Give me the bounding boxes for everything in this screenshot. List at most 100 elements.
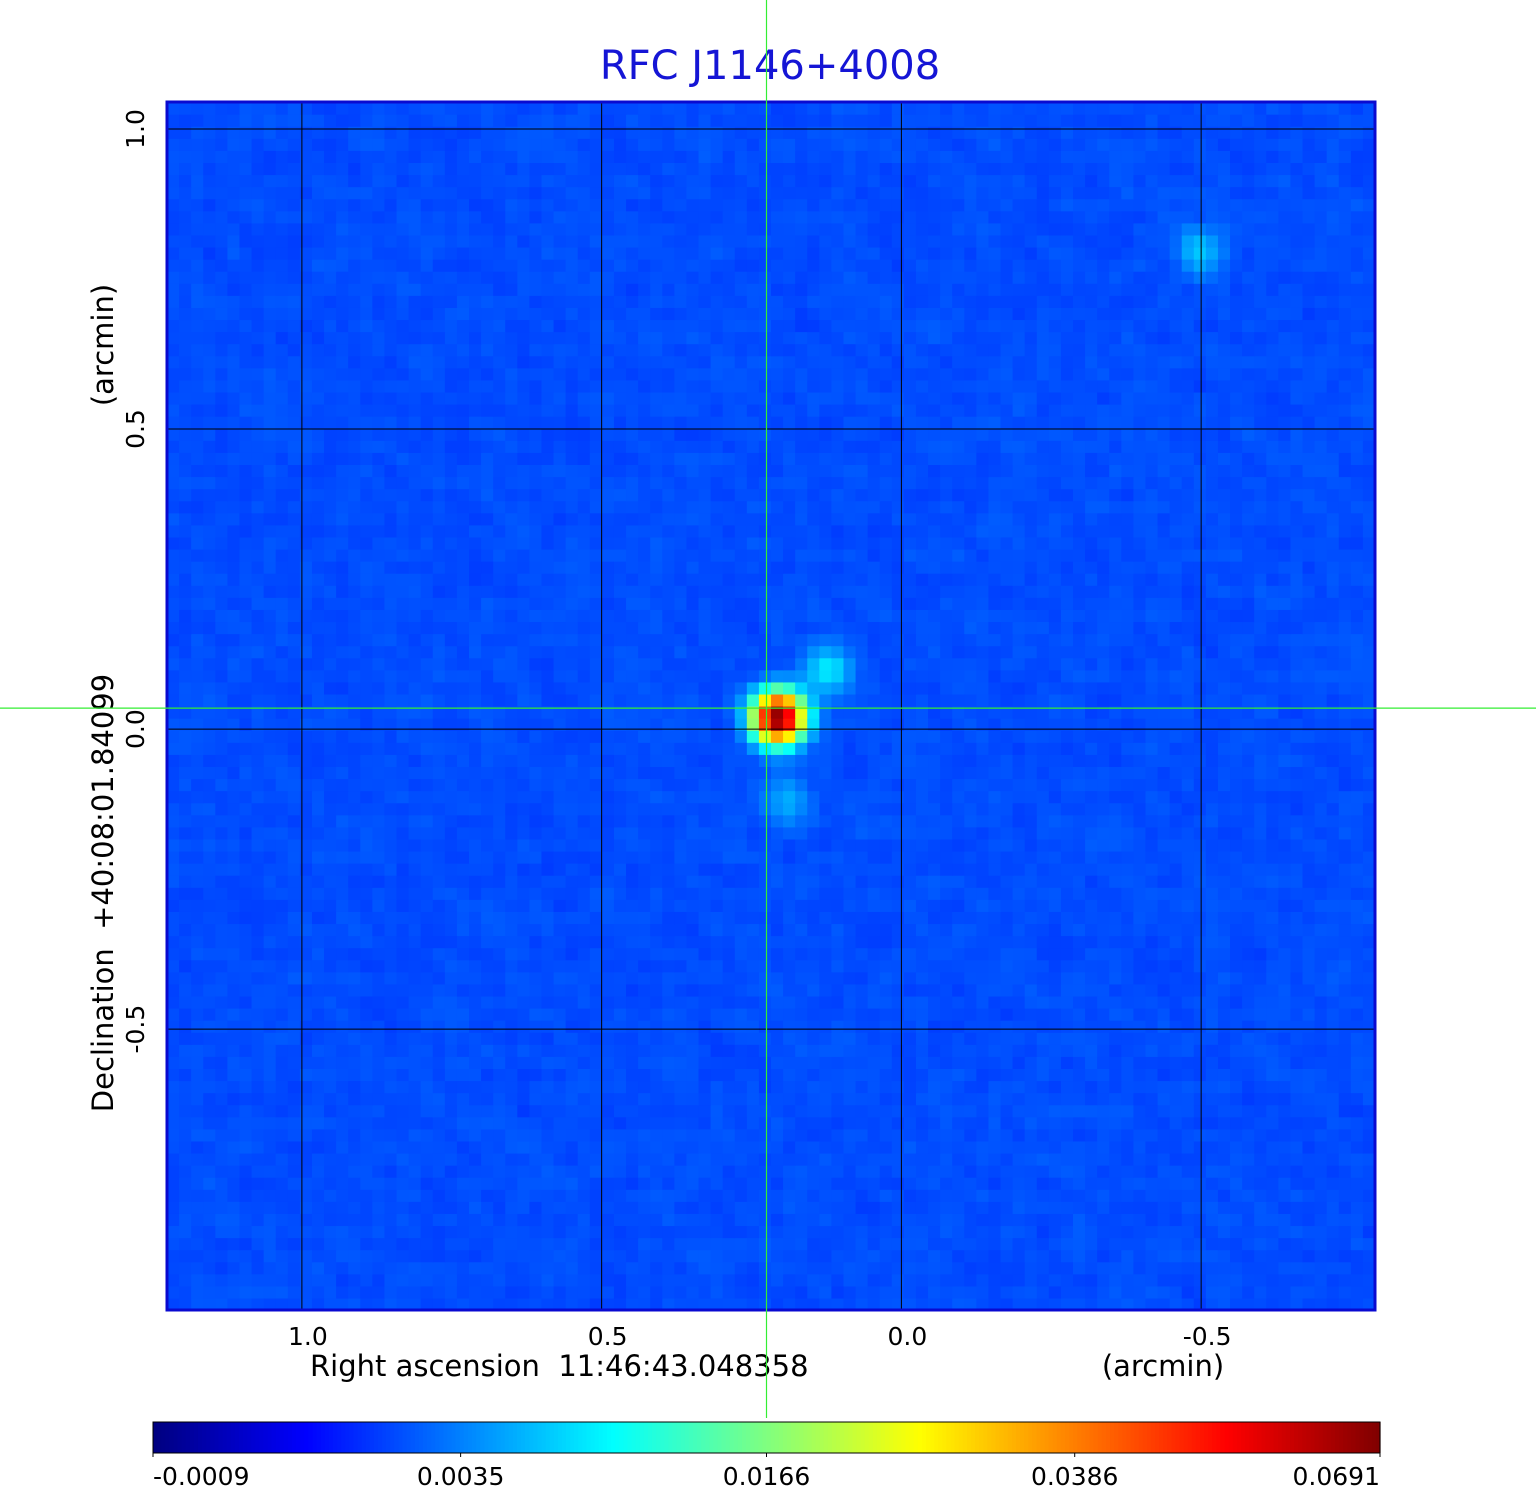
image-pixel [444, 790, 458, 804]
image-pixel [432, 766, 446, 780]
image-pixel [952, 1213, 965, 1227]
image-pixel [698, 706, 712, 719]
image-pixel [505, 790, 518, 804]
image-pixel [831, 1225, 845, 1239]
image-pixel [311, 814, 325, 828]
image-pixel [1205, 778, 1219, 792]
image-pixel [1193, 1020, 1207, 1033]
image-pixel [384, 863, 398, 876]
image-pixel [396, 887, 410, 900]
image-pixel [783, 1249, 796, 1263]
image-pixel [251, 766, 265, 780]
image-pixel [964, 1044, 977, 1057]
image-pixel [505, 730, 518, 743]
image-pixel [1157, 754, 1171, 767]
image-pixel [601, 1080, 615, 1094]
image-pixel [964, 826, 977, 840]
image-pixel [1121, 1128, 1134, 1142]
image-pixel [299, 1044, 313, 1057]
image-pixel [541, 706, 555, 719]
image-pixel [263, 1104, 277, 1118]
image-pixel [1109, 1092, 1122, 1106]
image-pixel [1012, 983, 1026, 997]
image-pixel [1205, 959, 1219, 973]
image-pixel [565, 1116, 579, 1130]
image-pixel [783, 875, 796, 888]
image-pixel [1338, 1201, 1352, 1214]
image-pixel [867, 1080, 881, 1094]
image-pixel [215, 838, 228, 852]
image-pixel [746, 718, 760, 731]
image-pixel [855, 1249, 869, 1263]
image-pixel [396, 706, 410, 719]
image-pixel [1000, 995, 1014, 1009]
image-pixel [613, 1092, 627, 1106]
image-pixel [299, 923, 313, 937]
image-pixel [638, 1297, 651, 1311]
image-pixel [783, 1140, 796, 1154]
image-pixel [191, 1152, 204, 1166]
image-pixel [251, 899, 265, 912]
image-pixel [952, 838, 965, 852]
image-pixel [928, 983, 941, 997]
image-pixel [529, 766, 543, 780]
image-pixel [831, 1177, 845, 1190]
image-pixel [613, 1008, 627, 1021]
image-pixel [553, 1092, 567, 1106]
image-pixel [771, 1177, 784, 1190]
image-pixel [698, 995, 712, 1009]
image-pixel [952, 1261, 965, 1275]
image-pixel [1338, 1237, 1352, 1251]
image-pixel [493, 923, 506, 937]
image-pixel [275, 742, 289, 755]
image-pixel [734, 1092, 748, 1106]
image-pixel [299, 1116, 313, 1130]
image-pixel [505, 959, 518, 973]
image-pixel [1169, 995, 1183, 1009]
image-pixel [940, 1140, 953, 1154]
image-pixel [553, 790, 567, 804]
image-pixel [891, 826, 905, 840]
image-pixel [1314, 959, 1328, 973]
image-pixel [1157, 790, 1171, 804]
image-pixel [1157, 971, 1171, 985]
image-pixel [601, 1140, 615, 1154]
image-pixel [348, 1261, 361, 1275]
image-pixel [372, 754, 386, 767]
image-pixel [1350, 850, 1364, 864]
image-pixel [903, 1080, 917, 1094]
image-pixel [1230, 850, 1243, 864]
image-pixel [167, 1225, 180, 1239]
image-pixel [867, 1297, 881, 1311]
image-pixel [1278, 1044, 1292, 1057]
image-pixel [360, 1189, 373, 1202]
image-pixel [1133, 1128, 1147, 1142]
image-pixel [771, 1128, 784, 1142]
image-pixel [1060, 1080, 1074, 1094]
image-pixel [1036, 1225, 1050, 1239]
image-pixel [1326, 1068, 1340, 1082]
image-pixel [662, 1116, 675, 1130]
image-pixel [275, 802, 289, 816]
image-pixel [1242, 1032, 1255, 1045]
image-pixel [505, 1261, 518, 1275]
image-pixel [481, 766, 494, 780]
image-pixel [734, 887, 748, 900]
image-pixel [1169, 1104, 1183, 1118]
image-pixel [746, 1044, 760, 1057]
image-pixel [928, 1297, 941, 1311]
image-pixel [1024, 923, 1038, 937]
image-pixel [855, 790, 869, 804]
image-pixel [915, 730, 929, 743]
image-pixel [1193, 911, 1207, 925]
image-pixel [843, 1201, 857, 1214]
image-pixel [1145, 802, 1159, 816]
image-pixel [891, 850, 905, 864]
image-pixel [1036, 1020, 1050, 1033]
image-pixel [505, 1116, 518, 1130]
image-pixel [1193, 1177, 1207, 1190]
image-pixel [311, 899, 325, 912]
image-pixel [179, 826, 192, 840]
image-pixel [1121, 766, 1134, 780]
image-pixel [1169, 838, 1183, 852]
